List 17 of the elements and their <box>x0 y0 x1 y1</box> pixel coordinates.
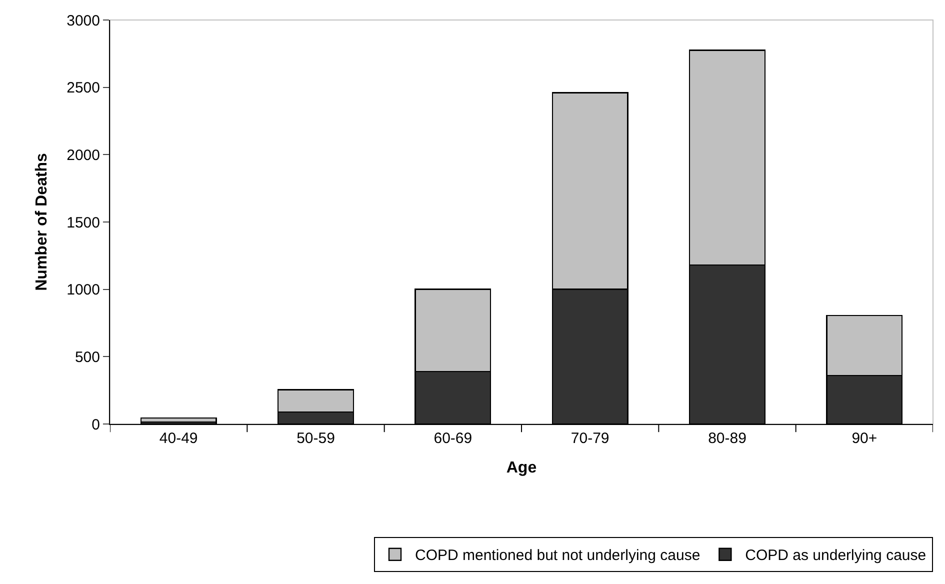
x-axis-title: Age <box>506 460 537 477</box>
x-tick-label: 90+ <box>852 430 878 447</box>
legend-label: COPD mentioned but not underlying cause <box>415 547 700 564</box>
y-tick-label: 1000 <box>66 282 100 299</box>
y-axis-title: Number of Deaths <box>34 153 51 291</box>
y-tick-label: 500 <box>74 348 100 366</box>
x-tick-label: 40-49 <box>159 430 198 447</box>
y-tick-label: 2500 <box>66 80 100 97</box>
y-tick-label: 0 <box>92 416 100 434</box>
x-tick-label: 60-69 <box>434 430 472 447</box>
y-tick-label: 3000 <box>66 12 100 30</box>
y-tick-label: 2000 <box>66 146 100 164</box>
x-tick-label: 50-59 <box>296 430 335 447</box>
y-tick-label: 1500 <box>66 214 100 232</box>
legend-label: COPD as underlying cause <box>745 547 926 564</box>
x-tick-label: 80-89 <box>708 430 746 447</box>
x-tick-label: 70-79 <box>570 430 610 447</box>
